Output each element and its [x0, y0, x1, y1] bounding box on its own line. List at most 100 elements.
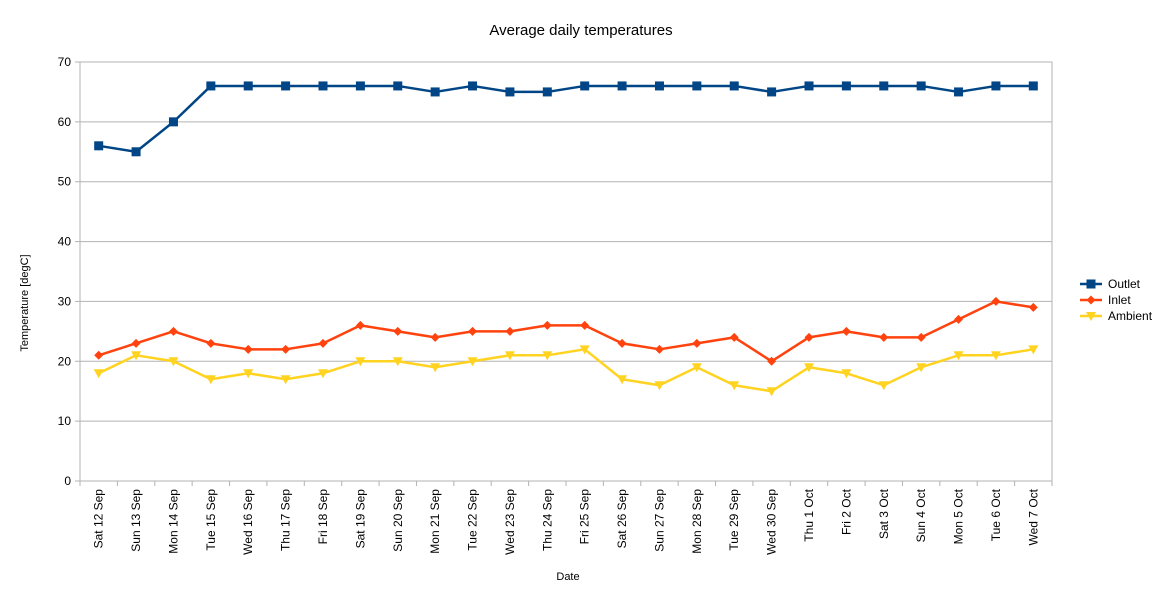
x-tick-label: Tue 6 Oct — [989, 488, 1003, 541]
data-point-outlet — [355, 81, 365, 91]
data-point-outlet — [318, 81, 328, 91]
x-tick-label: Fri 25 Sep — [578, 489, 592, 545]
y-tick-label: 60 — [58, 115, 72, 129]
x-tick-label: Wed 30 Sep — [765, 489, 779, 555]
data-point-outlet — [617, 81, 627, 91]
data-point-ambient — [243, 369, 254, 379]
gridlines — [80, 61, 1052, 482]
data-point-outlet — [206, 81, 216, 91]
data-point-ambient — [691, 363, 702, 373]
data-point-outlet — [94, 141, 104, 151]
y-tick-label: 50 — [58, 175, 72, 189]
data-point-inlet — [206, 338, 216, 348]
legend-label-outlet: Outlet — [1108, 277, 1141, 291]
data-point-outlet — [916, 81, 926, 91]
data-point-inlet — [94, 350, 104, 360]
data-point-ambient — [318, 369, 328, 379]
data-point-inlet — [654, 344, 664, 354]
legend-marker-inlet — [1086, 295, 1096, 305]
data-point-outlet — [767, 87, 777, 97]
y-axis-label: Temperature [degC] — [19, 254, 31, 351]
x-tick-label: Wed 23 Sep — [503, 489, 517, 555]
x-tick-label: Mon 5 Oct — [952, 488, 966, 544]
data-point-outlet — [393, 81, 403, 91]
data-point-inlet — [542, 320, 552, 330]
data-point-ambient — [579, 345, 590, 355]
data-point-inlet — [168, 326, 178, 336]
data-point-inlet — [804, 332, 814, 342]
data-point-ambient — [804, 363, 814, 373]
series-line-outlet — [98, 84, 1034, 154]
data-point-outlet — [430, 87, 440, 97]
data-point-inlet — [430, 332, 440, 342]
x-tick-label: Tue 22 Sep — [466, 489, 480, 551]
legend-label-ambient: Ambient — [1108, 309, 1153, 323]
x-tick-label: Sun 4 Oct — [914, 488, 928, 542]
data-point-ambient — [878, 381, 889, 391]
data-point-inlet — [281, 344, 291, 354]
x-tick-label: Sun 27 Sep — [652, 489, 666, 552]
legend-marker-outlet — [1086, 279, 1096, 289]
x-tick-label: Thu 24 Sep — [540, 489, 554, 551]
data-point-ambient — [617, 375, 628, 385]
axes: 0 10 20 30 40 50 60 70 Sat 12 Sep Sun 13 Sep Mon 1… — [58, 55, 1053, 555]
data-point-inlet — [692, 338, 702, 348]
data-point-outlet — [168, 117, 178, 127]
data-point-inlet — [916, 332, 926, 342]
data-point-ambient — [280, 375, 291, 385]
series-group — [93, 81, 1039, 397]
data-point-outlet — [654, 81, 664, 91]
y-tick-label: 20 — [58, 354, 72, 368]
data-point-outlet — [542, 87, 552, 97]
data-point-outlet — [991, 81, 1001, 91]
data-point-ambient — [916, 363, 927, 373]
x-tick-label: Mon 14 Sep — [166, 489, 180, 554]
data-point-inlet — [131, 338, 141, 348]
x-tick-label: Sat 19 Sep — [353, 489, 367, 549]
y-tick-label: 30 — [58, 294, 72, 308]
data-point-ambient — [131, 351, 142, 361]
data-point-ambient — [841, 369, 852, 379]
data-point-inlet — [243, 344, 253, 354]
data-point-ambient — [430, 363, 441, 373]
data-point-outlet — [1028, 81, 1038, 91]
data-point-inlet — [767, 356, 777, 366]
x-tick-label: Sat 3 Oct — [877, 488, 891, 539]
data-point-inlet — [617, 338, 627, 348]
data-point-inlet — [393, 326, 403, 336]
x-tick-label: Sun 20 Sep — [391, 489, 405, 552]
y-tick-label: 40 — [58, 235, 72, 249]
y-tick-label: 70 — [58, 55, 72, 69]
data-point-outlet — [468, 81, 478, 91]
data-point-ambient — [392, 357, 403, 367]
x-tick-label: Thu 17 Sep — [279, 489, 293, 551]
data-point-ambient — [654, 381, 665, 391]
data-point-outlet — [131, 147, 141, 157]
data-point-ambient — [205, 375, 216, 385]
x-tick-label: Tue 15 Sep — [204, 489, 218, 551]
y-tick-label: 0 — [64, 474, 71, 488]
x-tick-label: Sun 13 Sep — [129, 489, 143, 552]
data-point-ambient — [542, 351, 553, 361]
data-point-ambient — [93, 369, 104, 379]
x-tick-label: Thu 1 Oct — [802, 488, 816, 541]
data-point-inlet — [580, 320, 590, 330]
x-tick-label: Wed 16 Sep — [241, 489, 255, 555]
x-tick-label: Mon 28 Sep — [690, 489, 704, 554]
data-point-ambient — [729, 381, 740, 391]
data-point-outlet — [580, 81, 590, 91]
data-point-inlet — [729, 332, 739, 342]
series-line-inlet — [98, 300, 1034, 363]
chart-title: Average daily temperatures — [489, 22, 672, 39]
data-point-outlet — [954, 87, 964, 97]
data-point-outlet — [841, 81, 851, 91]
x-tick-label: Sat 26 Sep — [615, 489, 629, 549]
data-point-inlet — [468, 326, 478, 336]
plot-border — [79, 61, 1053, 482]
x-tick-label: Fri 18 Sep — [316, 489, 330, 545]
data-point-outlet — [505, 87, 515, 97]
x-tick-label: Wed 7 Oct — [1026, 488, 1040, 545]
legend-marker-ambient — [1086, 312, 1096, 321]
data-point-inlet — [879, 332, 889, 342]
